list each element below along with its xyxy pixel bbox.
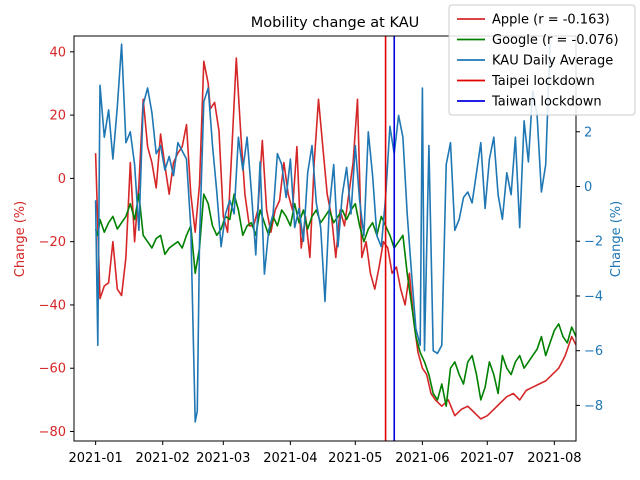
left-tick-label: −80	[39, 425, 66, 440]
series-layer	[94, 43, 576, 423]
x-tick-label: 2021-02	[136, 451, 190, 466]
x-tick-label: 2021-03	[196, 451, 250, 466]
right-axis-label: Change (%)	[609, 201, 624, 277]
left-tick-label: 0	[58, 172, 66, 187]
legend-box	[448, 4, 636, 116]
right-tick-label: −6	[584, 344, 603, 359]
x-tick-label: 2021-05	[328, 451, 382, 466]
series-line-apple	[94, 57, 576, 420]
right-tick-label: −4	[584, 289, 603, 304]
left-tick-label: 20	[49, 109, 66, 124]
left-axis-ticks: −80 −60 −40 −20 0 20 40	[39, 45, 74, 440]
x-axis-ticks: 2021-01 2021-02 2021-03 2021-04 2021-05 2021-…	[68, 441, 582, 466]
right-tick-label: −8	[584, 399, 603, 414]
legend-label: Taiwan lockdown	[491, 95, 602, 110]
left-tick-label: −60	[39, 362, 66, 377]
left-axis-label: Change (%)	[13, 201, 28, 277]
series-line-kau	[94, 43, 551, 423]
left-tick-label: −20	[39, 235, 66, 250]
legend-label: Google (r = -0.076)	[492, 33, 619, 48]
legend-label: Apple (r = -0.163)	[492, 13, 610, 28]
left-tick-label: −40	[39, 298, 66, 313]
left-tick-label: 40	[49, 45, 66, 60]
right-tick-label: 0	[584, 180, 592, 195]
x-tick-label: 2021-07	[460, 451, 514, 466]
x-tick-label: 2021-01	[68, 451, 122, 466]
right-tick-label: −2	[584, 235, 603, 250]
right-tick-label: 2	[584, 125, 592, 140]
legend: Apple (r = -0.163) Google (r = -0.076) KAU…	[448, 4, 636, 116]
x-tick-label: 2021-06	[395, 451, 449, 466]
series-line-google	[94, 193, 576, 408]
lockdown-lines	[384, 36, 396, 441]
x-tick-label: 2021-08	[527, 451, 581, 466]
plot-frame	[73, 35, 577, 442]
legend-label: KAU Daily Average	[492, 54, 613, 69]
legend-label: Taipei lockdown	[491, 74, 595, 89]
x-tick-label: 2021-04	[263, 451, 317, 466]
right-axis-ticks: −8 −6 −4 −2 0 2	[576, 125, 603, 414]
chart-title: Mobility change at KAU	[251, 15, 420, 31]
